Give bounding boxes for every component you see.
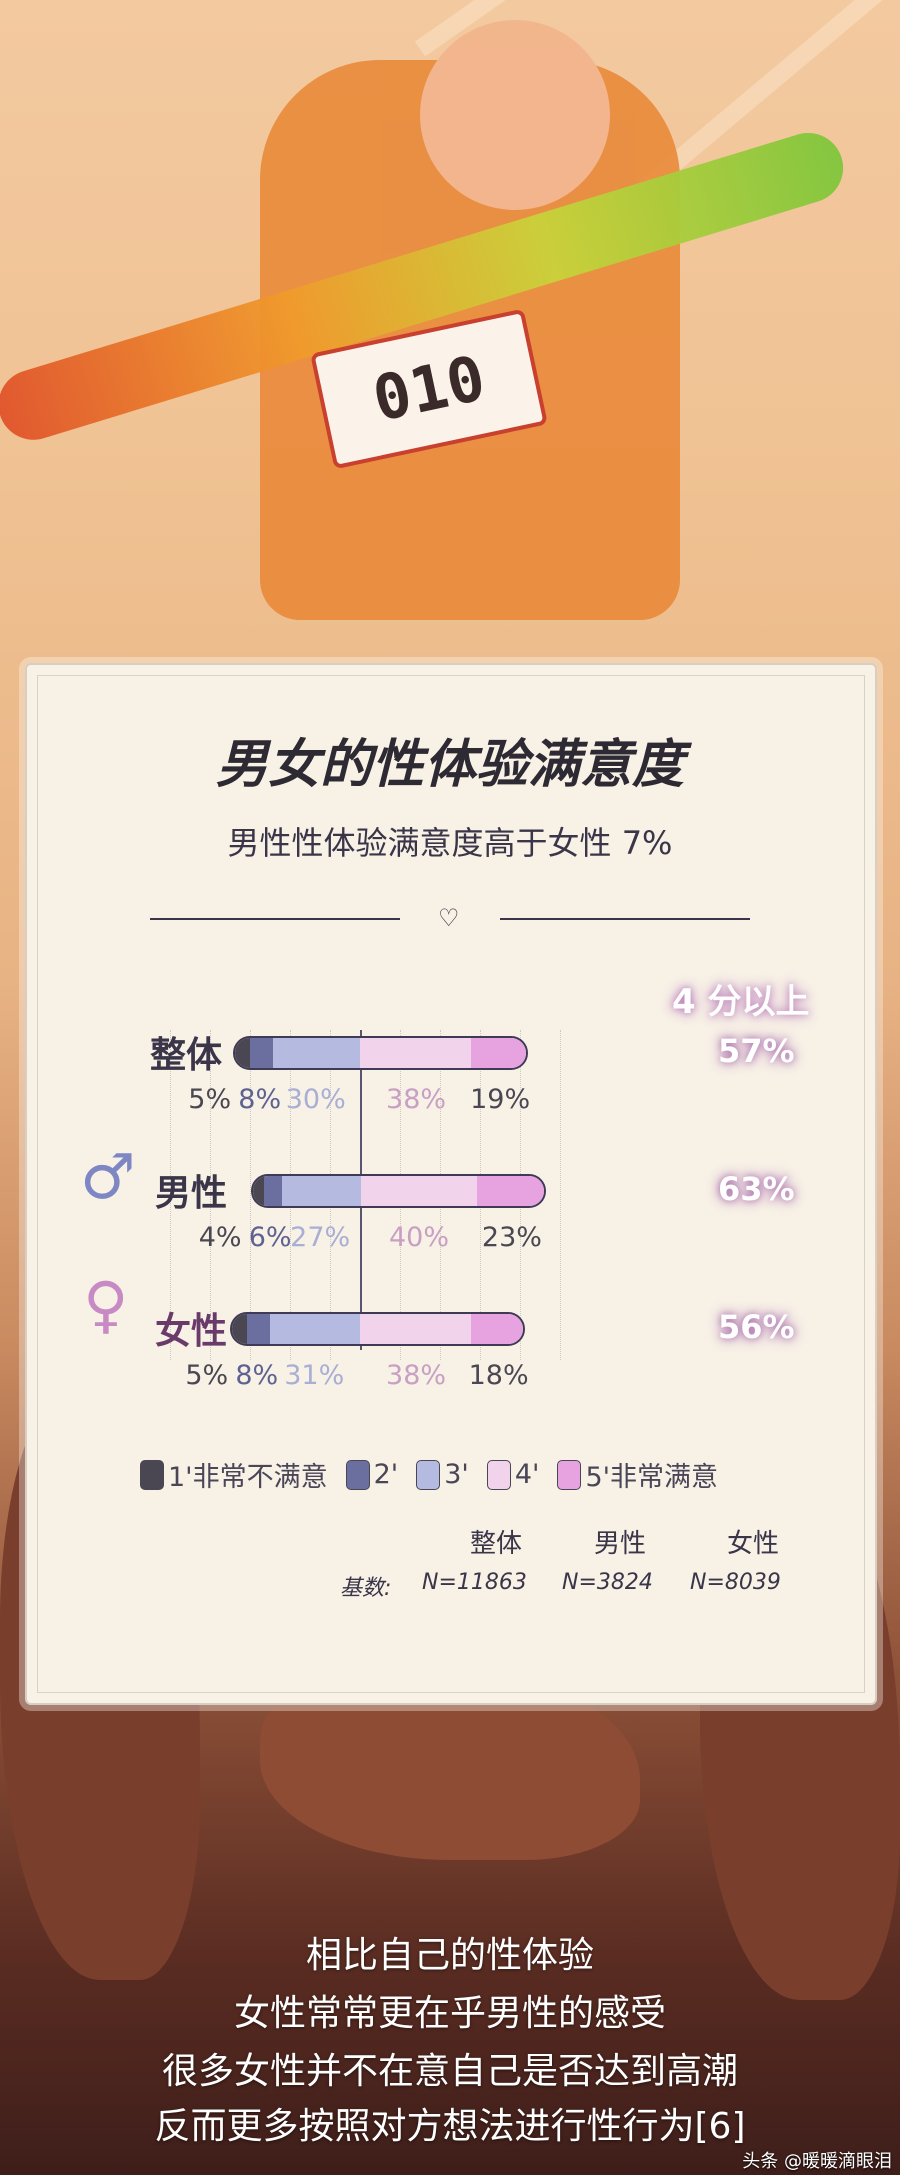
data-label: 30%: [285, 1084, 346, 1115]
bar-segment-3: [272, 1038, 361, 1068]
data-label: 23%: [481, 1222, 542, 1253]
data-label: 4%: [198, 1222, 242, 1253]
stacked-bar: [250, 1174, 546, 1208]
data-label: 40%: [388, 1222, 450, 1253]
bar-segment-5: [470, 1314, 524, 1344]
legend-swatch: [345, 1459, 370, 1490]
heart-icon: ♡: [438, 904, 460, 932]
chart-subtitle: 男性性体验满意度高于女性 7%: [227, 824, 673, 862]
bar-segment-2: [246, 1314, 271, 1344]
bar-segment-4: [360, 1314, 471, 1344]
base-label: 基数:: [340, 1576, 392, 1601]
base-n-overall: N=11863: [422, 1570, 527, 1595]
caption-line-3: 很多女性并不在意自己是否达到高潮: [161, 2051, 738, 2092]
over4-value: 57%: [718, 1032, 795, 1070]
gridline: [250, 1030, 251, 1360]
bar-segment-4: [360, 1038, 471, 1068]
over4-value: 56%: [718, 1308, 795, 1346]
base-n-male: N=3824: [562, 1570, 653, 1595]
data-label: 19%: [470, 1084, 531, 1115]
bar-segment-4: [360, 1176, 477, 1206]
stacked-bar: [233, 1036, 529, 1070]
legend-label: 4': [514, 1459, 540, 1490]
data-label: 38%: [386, 1084, 447, 1115]
data-label: 38%: [386, 1360, 447, 1391]
gridline: [560, 1030, 561, 1360]
legend-label: 2': [373, 1459, 399, 1490]
bar-segment-5: [470, 1038, 527, 1068]
legend: 1'非常不满意 2' 3' 4' 5'非常满意: [140, 1455, 718, 1494]
legend-swatch: [486, 1459, 511, 1490]
bar-segment-3: [281, 1176, 361, 1206]
runner-head: [420, 20, 610, 210]
base-group-female: 女性: [727, 1529, 780, 1559]
legend-item: 3': [416, 1459, 469, 1490]
legend-item: 4': [486, 1459, 540, 1490]
over4-header: 4 分以上: [672, 982, 810, 1022]
legend-swatch: [140, 1459, 164, 1490]
row-label: 男性: [155, 1173, 228, 1214]
data-label: 6%: [248, 1222, 292, 1253]
gridline: [210, 1030, 211, 1360]
stacked-bar: [230, 1312, 526, 1346]
row-label: 整体: [150, 1035, 223, 1076]
legend-label: 1'非常不满意: [168, 1462, 328, 1493]
legend-item: 5'非常满意: [557, 1455, 718, 1494]
bar-segment-3: [270, 1314, 361, 1344]
base-n-female: N=8039: [690, 1570, 781, 1595]
over4-value: 63%: [718, 1170, 795, 1208]
chart-title: 男女的性体验满意度: [215, 734, 684, 795]
data-label: 31%: [284, 1360, 345, 1391]
data-label: 8%: [238, 1084, 282, 1115]
bar-segment-1: [252, 1176, 265, 1206]
legend-label: 3': [444, 1459, 469, 1490]
data-label: 18%: [468, 1360, 529, 1391]
legend-swatch: [416, 1459, 441, 1490]
female-symbol-icon: ♀: [83, 1268, 129, 1341]
data-label: 8%: [235, 1360, 279, 1391]
row-label: 女性: [155, 1311, 228, 1352]
legend-item: 1'非常不满意: [140, 1455, 328, 1494]
bar-segment-1: [232, 1314, 247, 1344]
legend-swatch: [557, 1459, 582, 1490]
caption-line-4: 反而更多按照对方想法进行性行为[6]: [154, 2106, 746, 2147]
divider-right: [500, 918, 750, 920]
bar-segment-2: [249, 1038, 273, 1068]
legend-label: 5'非常满意: [585, 1462, 719, 1493]
base-group-overall: 整体: [470, 1529, 523, 1559]
data-label: 27%: [290, 1222, 351, 1253]
male-symbol-icon: ♂: [80, 1140, 136, 1213]
caption-line-1: 相比自己的性体验: [305, 1935, 594, 1976]
bar-segment-5: [476, 1176, 544, 1206]
legend-item: 2': [345, 1459, 399, 1490]
divider-left: [150, 918, 400, 920]
bar-segment-2: [264, 1176, 282, 1206]
bar-segment-1: [235, 1038, 250, 1068]
watermark: 头条 @暖暖滴眼泪: [742, 2151, 892, 2172]
gridline: [170, 1030, 171, 1360]
data-label: 5%: [185, 1360, 229, 1391]
data-label: 5%: [188, 1084, 232, 1115]
base-group-male: 男性: [594, 1529, 647, 1559]
caption-line-2: 女性常常更在乎男性的感受: [233, 1993, 666, 2034]
